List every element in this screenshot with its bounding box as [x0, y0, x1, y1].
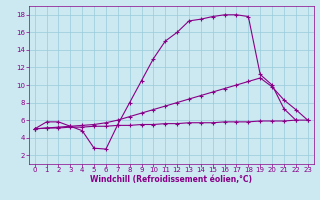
- X-axis label: Windchill (Refroidissement éolien,°C): Windchill (Refroidissement éolien,°C): [90, 175, 252, 184]
